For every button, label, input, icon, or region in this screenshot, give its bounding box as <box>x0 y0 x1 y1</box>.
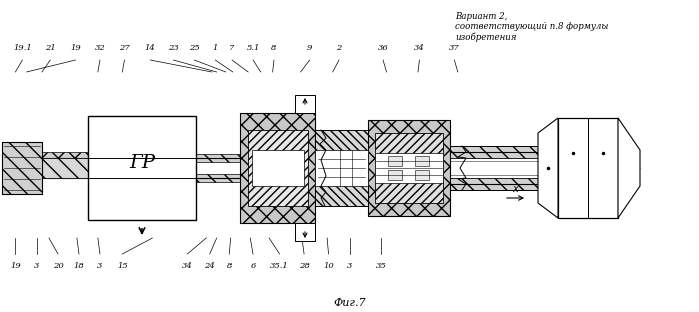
Text: 19.1: 19.1 <box>13 44 31 52</box>
Bar <box>295 223 315 241</box>
Bar <box>42 158 88 178</box>
Bar <box>295 95 315 113</box>
Bar <box>315 130 368 206</box>
Bar <box>375 153 443 183</box>
Text: 1: 1 <box>212 44 218 52</box>
Bar <box>415 156 429 166</box>
Text: 21: 21 <box>45 44 56 52</box>
Bar <box>388 156 402 166</box>
Bar <box>558 118 618 218</box>
Text: 7: 7 <box>229 44 235 52</box>
Text: 37: 37 <box>449 44 460 52</box>
Text: 5.1: 5.1 <box>246 44 260 52</box>
Bar <box>42 152 88 164</box>
Bar <box>368 120 450 216</box>
Bar <box>315 150 368 186</box>
Text: Вариант 2,
соответствующий п.8 формулы
изобретения: Вариант 2, соответствующий п.8 формулы и… <box>455 12 608 42</box>
Text: 34: 34 <box>182 262 193 270</box>
Polygon shape <box>618 118 640 218</box>
Text: 18: 18 <box>73 262 85 270</box>
Bar <box>88 116 196 220</box>
Text: 20: 20 <box>52 262 64 270</box>
Text: ГР: ГР <box>129 154 155 172</box>
Bar <box>2 142 42 194</box>
Text: 15: 15 <box>117 262 128 270</box>
Bar <box>375 133 443 203</box>
Text: 3: 3 <box>34 262 40 270</box>
Text: 19: 19 <box>70 44 81 52</box>
Text: 24: 24 <box>204 262 215 270</box>
Bar <box>240 113 315 223</box>
Text: 10: 10 <box>323 262 334 270</box>
Text: 28: 28 <box>298 262 310 270</box>
Text: 36: 36 <box>377 44 389 52</box>
Bar <box>415 170 429 180</box>
Bar <box>248 130 308 206</box>
Text: 9: 9 <box>307 44 312 52</box>
Text: 35.1: 35.1 <box>271 262 289 270</box>
Text: x: x <box>512 184 518 194</box>
Text: 3: 3 <box>97 262 103 270</box>
Text: 34: 34 <box>414 44 425 52</box>
Bar <box>450 146 540 190</box>
Text: 3: 3 <box>347 262 352 270</box>
Text: 8: 8 <box>271 44 277 52</box>
Bar <box>196 154 240 162</box>
Text: 25: 25 <box>189 44 200 52</box>
Text: 8: 8 <box>226 262 232 270</box>
Bar <box>450 146 540 158</box>
Text: 35: 35 <box>375 262 387 270</box>
Text: 2: 2 <box>336 44 342 52</box>
Bar <box>450 178 540 190</box>
Text: 32: 32 <box>94 44 106 52</box>
Bar <box>196 174 240 182</box>
Text: 14: 14 <box>145 44 156 52</box>
Bar <box>388 170 402 180</box>
Text: 6: 6 <box>250 262 256 270</box>
Bar <box>252 150 304 186</box>
Text: 23: 23 <box>168 44 179 52</box>
Polygon shape <box>538 118 558 218</box>
Text: 27: 27 <box>119 44 130 52</box>
Text: Фиг.7: Фиг.7 <box>333 298 366 308</box>
Text: 19: 19 <box>10 262 21 270</box>
Bar <box>2 142 42 194</box>
